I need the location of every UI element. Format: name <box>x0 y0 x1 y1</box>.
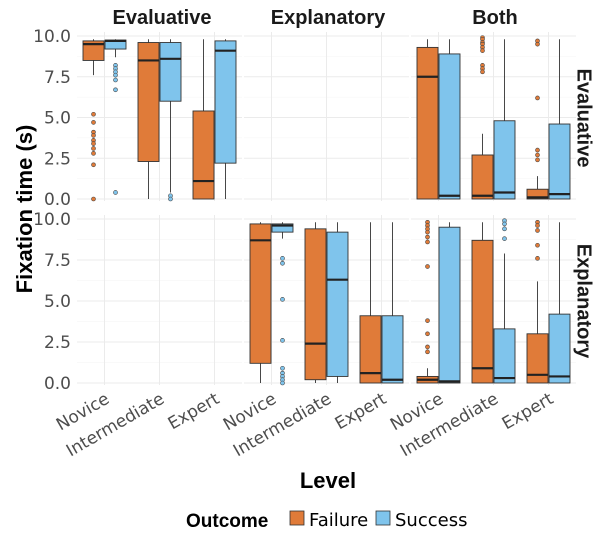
outlier-point-novice-success <box>280 338 285 343</box>
x-tick-label: Expert <box>165 389 224 434</box>
outlier-point-intermediate-success <box>502 226 507 232</box>
box-expert-success <box>548 123 571 200</box>
outlier-point-novice-failure <box>91 162 96 168</box>
box-novice-failure <box>416 46 439 200</box>
box-expert-success <box>548 313 571 384</box>
outlier-point-novice-failure <box>91 151 96 156</box>
box-novice-failure <box>82 40 105 61</box>
outlier-point-novice-failure <box>425 344 430 350</box>
outlier-point-expert-failure <box>535 242 540 248</box>
legend-title: Outcome <box>186 511 268 532</box>
outlier-point-novice-success <box>280 256 285 261</box>
x-axis-title: Level <box>300 468 356 493</box>
box-novice-success <box>438 53 461 200</box>
box-intermediate-success <box>159 42 182 102</box>
box-intermediate-success <box>493 120 516 200</box>
box-intermediate-failure <box>471 154 494 200</box>
outlier-point-novice-success <box>113 87 118 93</box>
box-intermediate-failure <box>137 42 160 162</box>
outlier-point-intermediate-success <box>168 196 173 202</box>
y-tick-label: 7.5 <box>44 68 71 88</box>
x-tick-labels: NoviceIntermediateExpertNoviceIntermedia… <box>53 389 557 461</box>
outlier-point-expert-failure <box>535 95 540 101</box>
outlier-point-novice-success <box>113 77 118 83</box>
strip-row-explanatory: Explanatory <box>573 244 595 359</box>
strip-col-explanatory: Explanatory <box>271 7 386 29</box>
x-tick-label: Expert <box>332 389 391 434</box>
outlier-point-expert-failure <box>535 152 540 158</box>
outlier-point-novice-failure <box>425 239 430 245</box>
outlier-point-novice-failure <box>425 229 430 235</box>
y-tick-label: 10.0 <box>33 27 71 47</box>
y-tick-label: 10.0 <box>33 210 71 230</box>
outlier-point-novice-success <box>280 260 285 266</box>
outlier-point-novice-failure <box>91 141 96 146</box>
outlier-point-novice-failure <box>91 111 96 117</box>
outlier-point-novice-failure <box>91 133 96 138</box>
outlier-point-expert-failure <box>535 256 540 261</box>
outlier-point-novice-failure <box>91 146 96 151</box>
box-expert-failure <box>192 110 215 200</box>
y-tick-label: 5.0 <box>44 109 71 129</box>
box-expert-failure <box>526 188 549 200</box>
x-tick-label: Expert <box>499 389 558 434</box>
y-tick-label: 2.5 <box>44 149 71 169</box>
outlier-point-novice-failure <box>425 349 430 355</box>
outlier-point-novice-failure <box>425 234 430 240</box>
outlier-point-novice-success <box>280 365 285 371</box>
outlier-point-novice-failure <box>91 196 96 202</box>
outlier-point-intermediate-success <box>502 236 507 241</box>
outlier-point-novice-success <box>113 72 118 78</box>
outlier-point-novice-success <box>280 380 285 386</box>
box-expert-failure <box>359 315 382 384</box>
box-novice-failure <box>249 223 272 364</box>
outlier-point-novice-success <box>280 297 285 302</box>
box-expert-failure <box>526 333 549 384</box>
legend-key-failure <box>289 510 305 526</box>
outlier-point-novice-failure <box>425 331 430 337</box>
grid-layer <box>77 32 576 385</box>
outlier-point-expert-failure <box>535 157 540 163</box>
y-tick-label: 7.5 <box>44 251 71 271</box>
y-axis-title: Fixation time (s) <box>12 125 37 294</box>
strip-col-evaluative: Evaluative <box>113 7 212 29</box>
outlier-point-novice-success <box>113 190 118 195</box>
outlier-point-expert-failure <box>535 147 540 153</box>
legend: Outcome Failure Success <box>186 510 467 532</box>
box-intermediate-failure <box>471 239 494 384</box>
outlier-point-intermediate-failure <box>480 69 485 75</box>
outlier-point-expert-failure <box>535 228 540 233</box>
outlier-point-novice-failure <box>425 264 430 269</box>
column-strip-labels: Evaluative Explanatory Both <box>113 7 518 29</box>
outlier-point-novice-failure <box>425 318 430 323</box>
box-intermediate-failure <box>304 228 327 381</box>
box-intermediate-success <box>493 328 516 384</box>
box-intermediate-success <box>326 231 349 377</box>
legend-label-failure: Failure <box>309 510 368 531</box>
box-expert-success <box>214 40 237 164</box>
row-strip-labels: Evaluative Explanatory <box>573 69 595 360</box>
box-expert-success <box>381 315 404 384</box>
outlier-point-novice-failure <box>91 120 96 125</box>
y-tick-labels: 0.02.55.07.510.00.02.55.07.510.0 <box>33 27 71 394</box>
outlier-point-intermediate-failure <box>480 48 485 53</box>
strip-col-both: Both <box>472 7 518 29</box>
y-tick-label: 2.5 <box>44 333 71 353</box>
legend-label-success: Success <box>395 510 467 531</box>
outlier-point-expert-failure <box>535 41 540 47</box>
legend-key-success <box>375 510 391 526</box>
strip-row-evaluative: Evaluative <box>573 69 595 168</box>
box-layer <box>82 35 571 386</box>
y-tick-label: 0.0 <box>44 190 71 210</box>
y-tick-label: 0.0 <box>44 374 71 394</box>
outlier-point-intermediate-success <box>502 221 507 227</box>
box-novice-success <box>438 226 461 384</box>
y-tick-label: 5.0 <box>44 292 71 312</box>
box-novice-success <box>271 223 294 233</box>
outlier-point-expert-failure <box>535 223 540 228</box>
